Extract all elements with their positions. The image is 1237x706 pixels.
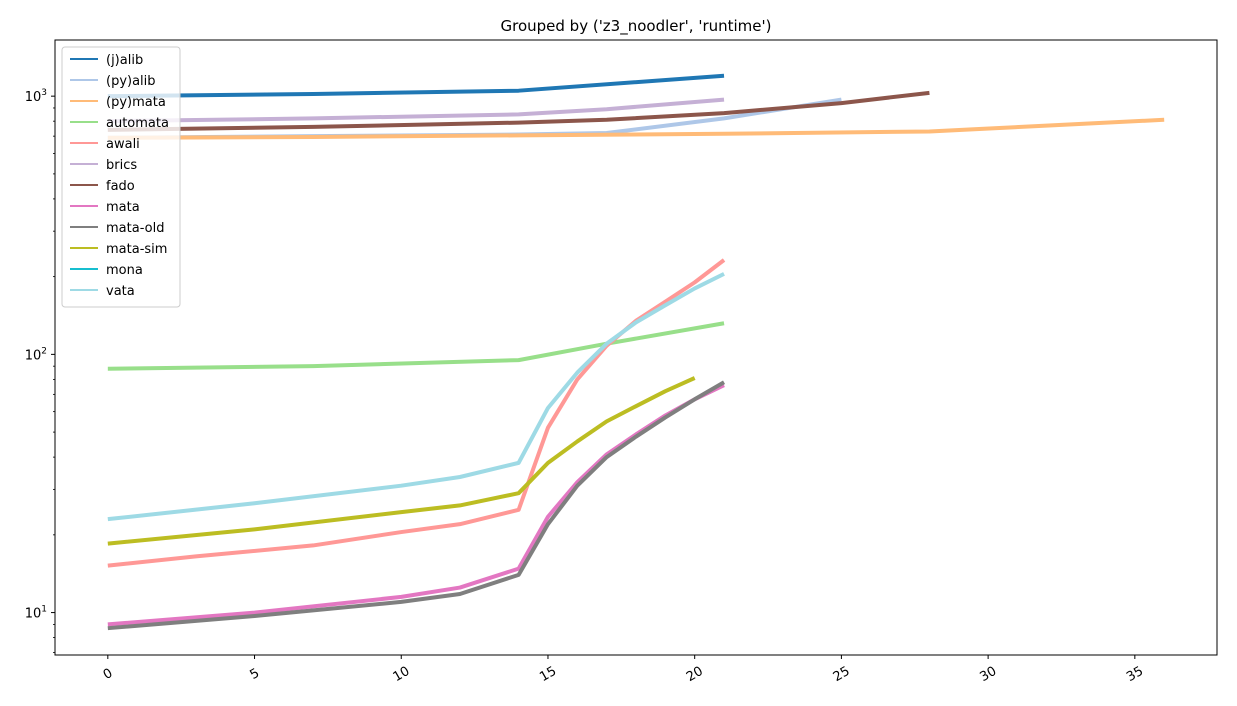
plot-frame [54,39,1218,656]
series-line-9 [107,376,696,546]
legend-label: (j)alib [106,53,143,68]
legend-label: (py)alib [106,74,156,89]
series-line-3 [107,321,725,371]
x-tick-label: 20 [684,664,706,685]
series-line-4 [107,258,726,568]
y-tick-label: 102 [25,346,47,363]
legend-label: vata [106,284,135,299]
series-line-8 [107,380,726,631]
legend-label: (py)mata [106,95,166,110]
series-line-11 [107,272,725,522]
legend-label: mona [106,263,143,278]
series-line-0 [107,73,725,99]
series-layer [107,73,1165,631]
chart-title: Grouped by ('z3_noodler', 'runtime') [500,17,771,36]
legend-box [61,46,181,308]
y-tick-label: 103 [25,88,47,105]
legend: (j)alib (py)alib (py)mata automata awali bric… [61,46,181,308]
x-axis: 0 5 10 15 20 25 30 35 [101,655,1146,685]
legend-label: mata-old [106,221,164,236]
legend-label: mata [106,200,140,215]
y-tick-label: 101 [25,605,47,622]
y-axis: 101 102 103 [25,88,55,653]
x-tick-label: 30 [977,664,999,685]
legend-label: fado [106,179,135,194]
x-tick-label: 25 [831,664,853,685]
x-tick-label: 5 [247,666,262,683]
series-line-2 [107,117,1165,140]
series-line-6 [107,90,930,132]
x-tick-label: 15 [537,664,559,685]
legend-label: awali [106,137,140,152]
legend-label: automata [106,116,169,131]
legend-label: brics [106,158,137,173]
x-tick-label: 0 [101,666,116,683]
x-tick-label: 35 [1124,664,1146,685]
legend-label: mata-sim [106,242,167,257]
series-line-5 [107,97,725,124]
series-line-7 [107,383,725,627]
x-tick-label: 10 [391,664,413,685]
